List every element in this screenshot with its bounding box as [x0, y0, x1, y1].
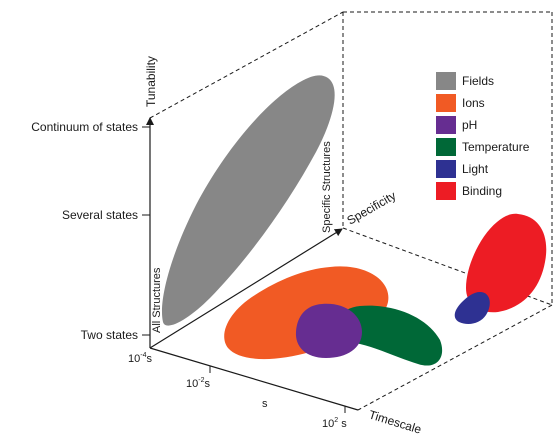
specificity-level-specific: Specific Structures: [321, 141, 333, 233]
timescale-tick-2: 10-2s: [186, 377, 210, 390]
timescale-tick-1: 10-4s: [128, 352, 152, 365]
tunability-level-several: Several states: [62, 208, 138, 222]
light-region: [454, 292, 490, 324]
specificity-axis-title: Specificity: [345, 188, 399, 227]
timescale-axis: [149, 347, 359, 411]
timescale-axis-title: Timescale: [367, 407, 423, 436]
specificity-axis: [149, 228, 343, 349]
legend-label-ph: pH: [462, 118, 477, 132]
legend-swatch-fields: [436, 72, 456, 90]
specificity-level-all: All Structures: [151, 267, 163, 333]
legend-label-light: Light: [462, 162, 489, 176]
legend-label-binding: Binding: [462, 184, 502, 198]
temperature-region: [333, 305, 443, 366]
tunability-level-two: Two states: [81, 328, 138, 342]
legend-swatch-binding: [436, 182, 456, 200]
legend: Fields Ions pH Temperature Light Binding: [436, 72, 530, 200]
tunability-level-continuum: Continuum of states: [31, 120, 138, 134]
legend-label-fields: Fields: [462, 74, 494, 88]
legend-swatch-ions: [436, 94, 456, 112]
legend-swatch-light: [436, 160, 456, 178]
legend-swatch-ph: [436, 116, 456, 134]
legend-swatch-temperature: [436, 138, 456, 156]
timescale-tick-4: 102 s: [322, 417, 347, 430]
binding-region: [466, 213, 547, 313]
legend-label-ions: Ions: [462, 96, 485, 110]
timescale-tick-3: s: [262, 398, 268, 410]
ph-region: [295, 303, 362, 358]
tunability-axis-title: Tunability: [144, 56, 158, 107]
legend-label-temperature: Temperature: [462, 140, 530, 154]
fields-region: [161, 75, 335, 326]
